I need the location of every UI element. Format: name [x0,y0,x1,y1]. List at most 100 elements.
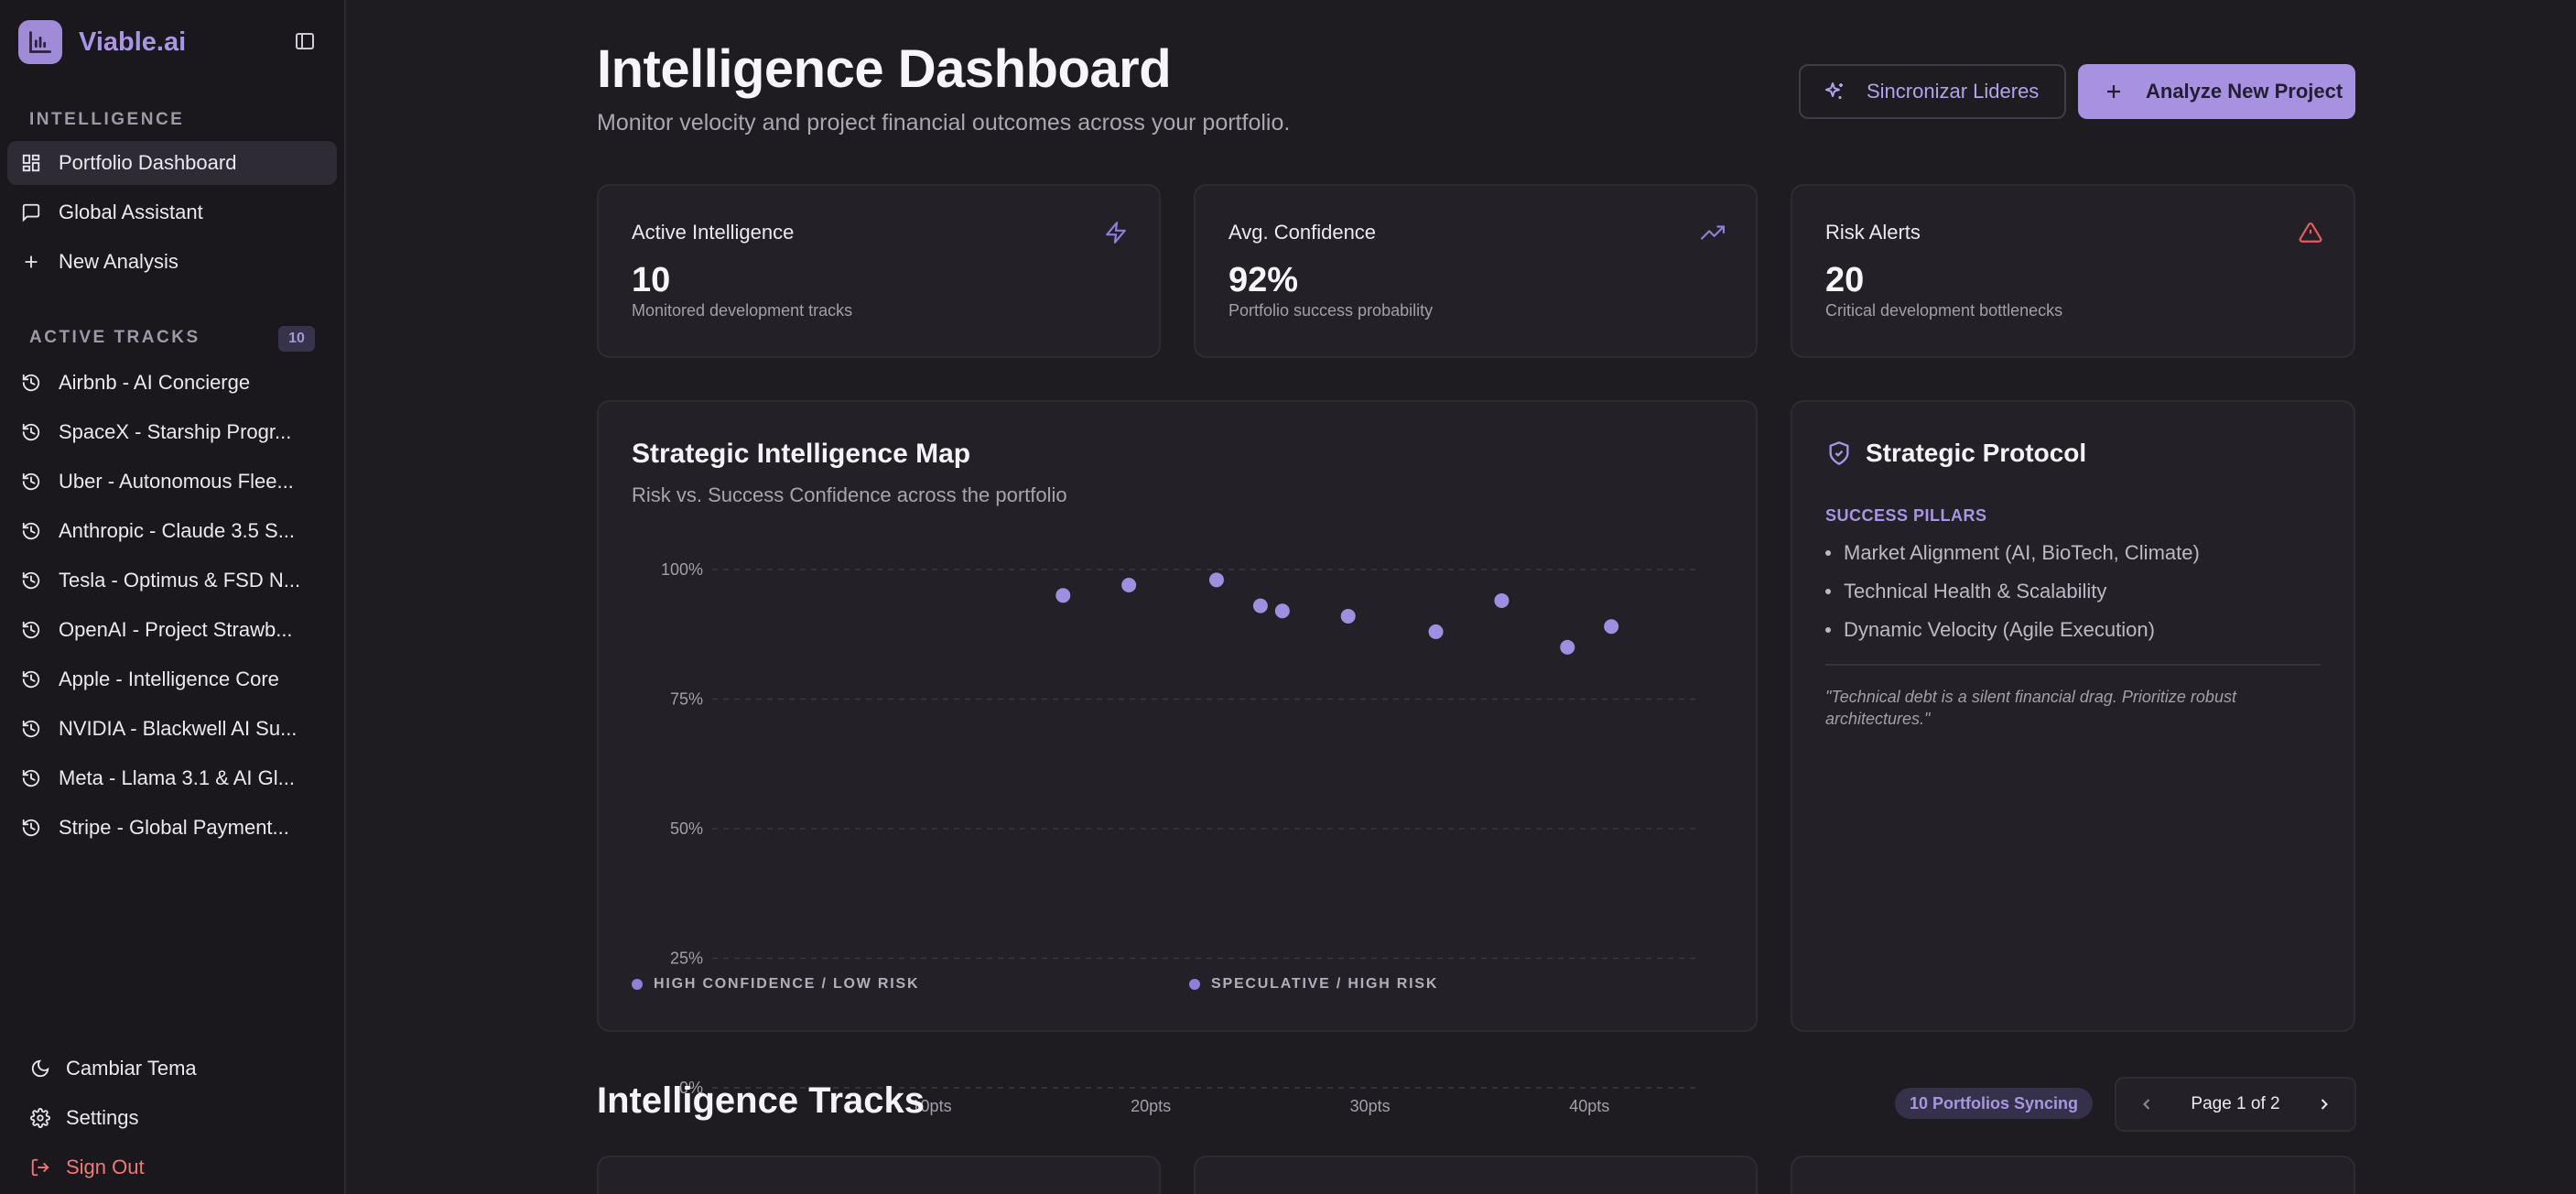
pillar-item: Dynamic Velocity (Agile Execution) [1825,618,2155,642]
history-icon [20,718,42,740]
sidebar-track-item[interactable]: NVIDIA - Blackwell AI Su... [7,707,337,751]
history-icon [20,619,42,641]
track-card[interactable] [1194,1156,1758,1194]
trending-up-icon [1701,221,1725,244]
sidebar-item-label: Apple - Intelligence Core [59,668,279,690]
settings-button[interactable]: Settings [29,1106,139,1130]
tracks-count-badge: 10 [278,326,315,352]
sync-status-badge: 10 Portfolios Syncing [1895,1088,2094,1119]
history-icon [20,471,42,493]
sync-leaders-button[interactable]: Sincronizar Lideres [1799,64,2066,119]
x-tick-label: 40pts [1569,1097,1609,1115]
scatter-point[interactable] [1494,592,1510,608]
pillar-text: Market Alignment (AI, BioTech, Climate) [1844,541,2200,564]
gear-icon [29,1107,51,1129]
sidebar-item-label: Anthropic - Claude 3.5 S... [59,519,296,542]
sidebar-item-label: Uber - Autonomous Flee... [59,470,294,493]
track-card[interactable] [1791,1156,2355,1194]
sidebar-item-label: OpenAI - Project Strawb... [59,618,293,641]
scatter-point[interactable] [1274,603,1290,619]
sync-leaders-label: Sincronizar Lideres [1867,80,2040,103]
strategic-map-card: Strategic Intelligence Map Risk vs. Succ… [597,400,1758,1032]
settings-label: Settings [66,1106,139,1129]
chevron-left-icon[interactable] [2137,1094,2157,1114]
bullet [1825,550,1831,556]
history-icon [20,520,42,542]
history-icon [20,817,42,839]
sidebar-track-item[interactable]: Airbnb - AI Concierge [7,361,337,405]
divider [1825,664,2321,666]
stat-title: Avg. Confidence [1228,221,1377,244]
scatter-point[interactable] [1604,619,1619,635]
page-subtitle: Monitor velocity and project financial o… [597,110,1291,136]
sidebar-item-label: Global Assistant [59,201,203,223]
sidebar-item-global-assistant[interactable]: Global Assistant [7,190,337,234]
bar-chart-icon [18,20,62,64]
theme-toggle-label: Cambiar Tema [66,1057,197,1080]
sidebar-toggle-icon[interactable] [291,27,319,55]
y-tick-label: 0% [679,1079,703,1097]
stat-subtitle: Monitored development tracks [632,301,853,320]
history-icon [20,421,42,443]
strategic-protocol-card: Strategic Protocol SUCCESS PILLARS Marke… [1791,400,2355,1032]
stat-value: 92% [1228,261,1299,299]
stat-card-active-intelligence: Active Intelligence 10 Monitored develop… [597,184,1161,358]
scatter-point[interactable] [1121,577,1137,592]
sidebar-item-label: NVIDIA - Blackwell AI Su... [59,717,298,740]
sidebar-item-label: Airbnb - AI Concierge [59,371,251,394]
scatter-point[interactable] [1055,588,1071,603]
y-tick-label: 50% [670,820,703,838]
log-out-icon [29,1156,51,1178]
legend-item-high-confidence: HIGH CONFIDENCE / LOW RISK [632,976,919,993]
bullet [1825,627,1831,633]
sidebar-track-item[interactable]: Tesla - Optimus & FSD N... [7,559,337,602]
scatter-point[interactable] [1252,598,1268,613]
scatter-point[interactable] [1560,639,1575,655]
analyze-new-project-label: Analyze New Project [2146,80,2343,103]
analyze-new-project-button[interactable]: Analyze New Project [2078,64,2355,119]
sidebar-item-portfolio-dashboard[interactable]: Portfolio Dashboard [7,141,337,185]
pagination: Page 1 of 2 [2115,1077,2356,1132]
y-tick-label: 25% [670,950,703,968]
theme-toggle-button[interactable]: Cambiar Tema [29,1057,197,1080]
sidebar-track-item[interactable]: Stripe - Global Payment... [7,806,337,850]
sidebar-track-item[interactable]: OpenAI - Project Strawb... [7,608,337,652]
scatter-point[interactable] [1208,572,1224,588]
history-icon [20,767,42,789]
history-icon [20,570,42,592]
tracks-section-title: Intelligence Tracks [597,1080,925,1121]
brand[interactable]: Viable.ai [18,20,186,64]
scatter-point[interactable] [1340,608,1356,624]
stat-subtitle: Portfolio success probability [1228,301,1434,320]
dashboard-icon [20,152,42,174]
track-card[interactable] [597,1156,1161,1194]
sign-out-button[interactable]: Sign Out [29,1156,145,1179]
scatter-point[interactable] [1428,624,1444,639]
plus-icon [2102,80,2126,103]
page-title: Intelligence Dashboard [597,39,1172,99]
x-tick-label: 30pts [1350,1097,1391,1115]
map-title: Strategic Intelligence Map [632,439,971,469]
alert-triangle-icon [2299,221,2322,244]
legend-dot [632,979,643,990]
chevron-right-icon[interactable] [2314,1094,2334,1114]
brand-name: Viable.ai [79,27,187,57]
sign-out-label: Sign Out [66,1156,145,1178]
sidebar-track-item[interactable]: Apple - Intelligence Core [7,657,337,701]
legend-dot [1189,979,1200,990]
legend-label: HIGH CONFIDENCE / LOW RISK [654,976,920,992]
stat-subtitle: Critical development bottlenecks [1825,301,2063,320]
sidebar-item-label: Stripe - Global Payment... [59,816,289,839]
sidebar-track-item[interactable]: Anthropic - Claude 3.5 S... [7,509,337,553]
sidebar-item-new-analysis[interactable]: New Analysis [7,240,337,284]
sidebar-item-label: SpaceX - Starship Progr... [59,420,292,443]
stat-value: 20 [1825,261,1865,299]
protocol-title-text: Strategic Protocol [1866,439,2087,467]
stat-card-risk-alerts: Risk Alerts 20 Critical development bott… [1791,184,2355,358]
sidebar-track-item[interactable]: Uber - Autonomous Flee... [7,460,337,504]
sidebar-track-item[interactable]: SpaceX - Starship Progr... [7,410,337,454]
sidebar-track-item[interactable]: Meta - Llama 3.1 & AI Gl... [7,756,337,800]
page-label: Page 1 of 2 [2191,1094,2280,1113]
plus-icon [20,251,42,273]
